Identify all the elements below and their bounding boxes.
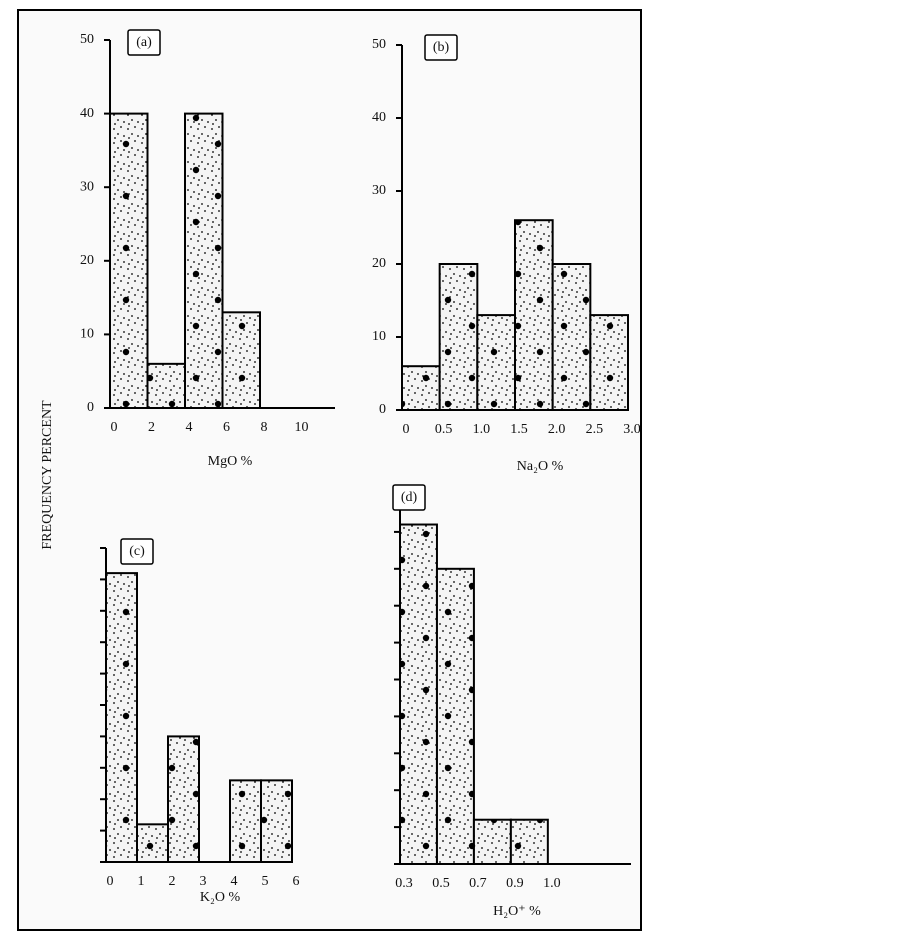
bar-dots bbox=[261, 780, 292, 862]
x-tick-label: 1.5 bbox=[510, 422, 528, 437]
x-axis-label: H₂O⁺ % bbox=[493, 904, 541, 919]
y-tick-label: 40 bbox=[372, 110, 386, 125]
x-tick-label: 0.5 bbox=[435, 422, 453, 437]
bar-dots bbox=[515, 220, 553, 410]
x-axis-label: Na₂O % bbox=[517, 459, 564, 474]
bar-dots bbox=[168, 736, 199, 862]
x-tick-label: 3.0 bbox=[623, 422, 641, 437]
y-tick-label: 0 bbox=[87, 400, 94, 415]
bar-dots bbox=[473, 819, 511, 864]
bar-dots bbox=[230, 780, 261, 862]
y-tick-label: 50 bbox=[80, 32, 94, 47]
x-tick-label: 4 bbox=[186, 420, 193, 435]
panel-label-box bbox=[120, 538, 154, 565]
x-tick-label: 0 bbox=[107, 874, 114, 889]
x-tick-label: 0.9 bbox=[506, 876, 524, 891]
bar-dots bbox=[510, 819, 548, 864]
bar-dots bbox=[106, 573, 137, 862]
x-tick-label: 0 bbox=[403, 422, 410, 437]
y-axis-label: FREQUENCY PERCENT bbox=[40, 400, 55, 550]
bar-dots bbox=[147, 363, 185, 408]
bar-dots bbox=[137, 824, 168, 862]
y-tick-label: 0 bbox=[379, 402, 386, 417]
x-tick-label: 6 bbox=[293, 874, 300, 889]
x-tick-label: 0.5 bbox=[432, 876, 450, 891]
bar-dots bbox=[477, 315, 515, 410]
panel-label: (a) bbox=[136, 35, 152, 50]
x-tick-label: 0.7 bbox=[469, 876, 487, 891]
y-tick-label: 20 bbox=[372, 256, 386, 271]
x-tick-label: 3 bbox=[200, 874, 207, 889]
bar-dots bbox=[222, 312, 260, 408]
panel-label: (b) bbox=[433, 40, 450, 55]
x-tick-label: 4 bbox=[231, 874, 238, 889]
x-tick-label: 8 bbox=[261, 420, 268, 435]
x-tick-label: 2.5 bbox=[586, 422, 604, 437]
x-tick-label: 1.0 bbox=[473, 422, 491, 437]
y-tick-label: 10 bbox=[80, 327, 94, 342]
panel-label-box bbox=[392, 484, 426, 511]
bar-dots bbox=[402, 366, 440, 410]
x-tick-label: 2 bbox=[169, 874, 176, 889]
y-tick-label: 20 bbox=[80, 253, 94, 268]
x-axis-label: K₂O % bbox=[200, 890, 241, 905]
x-tick-label: 5 bbox=[262, 874, 269, 889]
bar-dots bbox=[590, 315, 628, 410]
y-tick-label: 10 bbox=[372, 329, 386, 344]
y-tick-label: 50 bbox=[372, 37, 386, 52]
x-tick-label: 10 bbox=[295, 420, 309, 435]
x-tick-label: 2.0 bbox=[548, 422, 566, 437]
panel-label-box bbox=[127, 29, 161, 56]
x-tick-label: 0 bbox=[111, 420, 118, 435]
panel-label: (d) bbox=[401, 490, 418, 505]
bar-dots bbox=[185, 113, 223, 408]
x-tick-label: 6 bbox=[223, 420, 230, 435]
x-tick-label: 1 bbox=[138, 874, 145, 889]
bar-dots bbox=[439, 264, 478, 410]
x-tick-label: 2 bbox=[148, 420, 155, 435]
x-tick-label: 0.3 bbox=[395, 876, 413, 891]
panel-label: (c) bbox=[129, 544, 145, 559]
bar-dots bbox=[436, 568, 474, 864]
x-axis-label: MgO % bbox=[208, 454, 253, 469]
panel-label-box bbox=[424, 34, 458, 61]
bar-dots bbox=[110, 113, 148, 408]
bar-dots bbox=[552, 264, 591, 410]
y-tick-label: 30 bbox=[80, 179, 94, 194]
bar-dots bbox=[400, 524, 437, 864]
y-tick-label: 30 bbox=[372, 183, 386, 198]
x-tick-label: 1.0 bbox=[543, 876, 561, 891]
y-tick-label: 40 bbox=[80, 106, 94, 121]
